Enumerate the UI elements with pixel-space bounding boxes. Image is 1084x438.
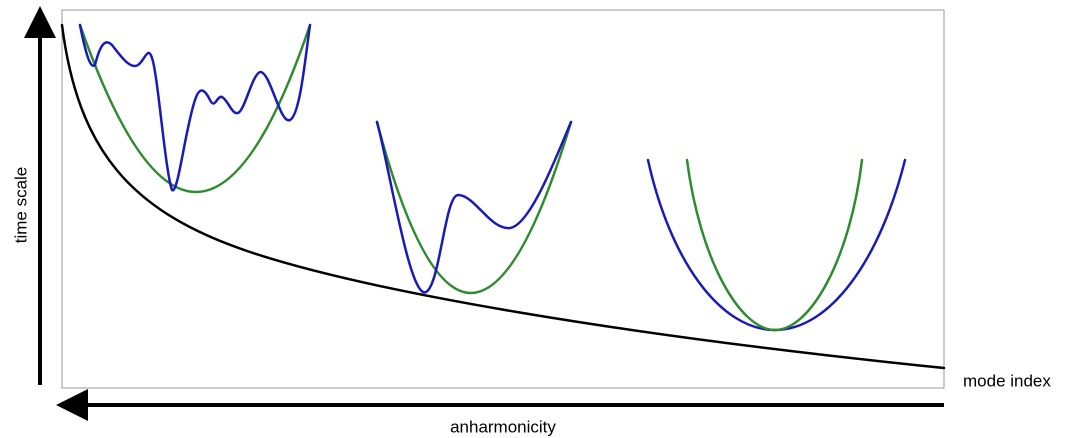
- bottom-arrow-label: anharmonicity: [450, 417, 556, 436]
- plot-frame: [61, 9, 945, 389]
- vertical-axis-label: time scale: [11, 167, 30, 244]
- harmonic-well-3: [685, 158, 864, 332]
- decay-curve: [60, 23, 946, 370]
- horizontal-axis-label: mode index: [963, 371, 1051, 390]
- harmonic-well-2: [375, 120, 573, 295]
- anharmonic-well-1: [78, 23, 312, 192]
- anharmonic-well-2: [375, 120, 573, 294]
